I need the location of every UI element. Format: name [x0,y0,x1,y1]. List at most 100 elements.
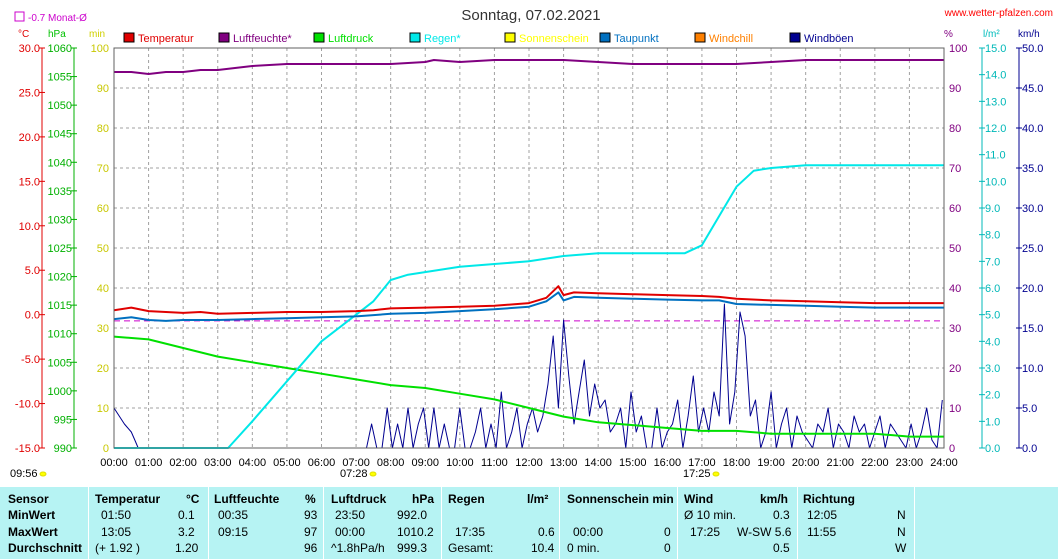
rain-axis-tick: 4.0 [985,336,1000,348]
time-top-left: 09:56 [10,468,38,480]
humidity-axis-tick: 60 [949,203,961,215]
pressure-axis-tick: 1020 [48,272,72,284]
pressure-axis-tick: 1025 [48,243,72,255]
x-tick-label: 10:00 [446,457,474,469]
legend-swatch [218,32,230,43]
temp-axis-tick: -5.0 [21,354,40,366]
pressure-axis-tick: 990 [54,443,72,455]
humidity-axis-tick: 20 [949,363,961,375]
row-label-min: MinWert [8,508,56,522]
humidity-axis-tick: 40 [949,283,961,295]
sunrise-marker-icon [369,471,377,477]
row-label-max: MaxWert [8,525,58,539]
humidity-axis-tick: 30 [949,323,961,335]
rain-axis-tick: 2.0 [985,390,1000,402]
weather-chart: Sonntag, 07.02.2021 www.wetter-pfalzen.c… [10,7,1053,480]
wind-axis-tick: 20.0 [1022,283,1043,295]
pressure-max-value: 1010.2 [397,525,434,539]
x-tick-label: 02:00 [169,457,197,469]
x-tick-label: 18:00 [723,457,751,469]
wind-max-value: W-SW 5.6 [737,525,792,539]
rain-total-label: Gesamt: [448,541,494,555]
plot-frame [113,47,945,449]
legend-swatch [599,32,611,43]
wind-axis-tick: 5.0 [1022,403,1037,415]
header-regen: Regen [448,492,485,506]
sunshine-axis-tick: 60 [97,203,109,215]
rain-axis-tick: 3.0 [985,363,1000,375]
pressure-axis-tick: 1000 [48,386,72,398]
temp-axis-tick: 30.0 [19,43,40,55]
temp-min-value: 0.1 [178,508,195,522]
rain-max-time: 17:35 [455,525,486,539]
direction-max-value: N [897,525,906,539]
pressure-axis-tick: 1040 [48,157,72,169]
header-luftfeuchte: Luftfeuchte [214,492,280,506]
chart-series [113,59,944,449]
series-line-regen [114,164,944,449]
rain-axis-tick: 14.0 [985,70,1006,82]
wind-axis-tick: 10.0 [1022,363,1043,375]
header-wind: Wind [684,492,714,506]
pressure-axis-tick: 995 [54,414,72,426]
wind-avg10-label: Ø 10 min. [684,508,737,522]
temp-axis-tick: -15.0 [15,443,40,455]
temp-axis-tick: 5.0 [25,265,40,277]
legend-swatch [313,32,325,43]
x-tick-label: 22:00 [861,457,889,469]
temp-axis-tick: -10.0 [15,399,40,411]
legend-label: Temperatur [138,33,194,45]
sunshine-total-value: 0 [664,541,671,555]
legend-label: Sonnenschein [519,33,589,45]
sunshine-axis-tick: 50 [97,243,109,255]
header-luftdruck: Luftdruck [331,492,387,506]
humidity-axis-tick: 70 [949,163,961,175]
humidity-axis-tick: 100 [949,43,967,55]
temp-min-time: 01:50 [101,508,132,522]
header-ld-unit: hPa [412,492,435,506]
humidity-axis-tick: 10 [949,403,961,415]
x-tick-label: 09:00 [411,457,439,469]
humidity-axis-tick: 80 [949,123,961,135]
x-tick-label: 08:00 [377,457,405,469]
temp-axis-tick: 15.0 [19,176,40,188]
direction-min-value: N [897,508,906,522]
legend-swatch [123,32,135,43]
wind-axis-tick: 30.0 [1022,203,1043,215]
wind-unit-label: km/h [1018,29,1040,40]
rain-axis-tick: 15.0 [985,43,1006,55]
temp-axis-tick: 25.0 [19,87,40,99]
humidity-axis-tick: 50 [949,243,961,255]
wind-axis-tick: 25.0 [1022,243,1043,255]
rain-axis-tick: 10.0 [985,176,1006,188]
monthly-mean-marker-icon [14,11,25,22]
col-divider [559,487,560,559]
site-link[interactable]: www.wetter-pfalzen.com [944,8,1053,19]
temp-unit-label: °C [18,29,29,40]
chart-axes: 00:00 01:00 02:00 03:00 04:00 05:00 06:00 07:00… [15,43,1044,469]
legend-label: Luftfeuchte* [233,33,292,45]
direction-avg-value: W [895,541,907,555]
wind-axis-tick: 0.0 [1022,443,1037,455]
wind-axis-tick: 40.0 [1022,123,1043,135]
humidity-axis-tick: 90 [949,83,961,95]
sunrise-time: 07:28 [340,468,368,480]
rain-axis-tick: 7.0 [985,256,1000,268]
temp-avg-value: 1.20 [175,541,199,555]
temp-max-value: 3.2 [178,525,195,539]
temp-avg-diff: (+ 1.92 ) [95,541,141,555]
chart-grid [113,47,945,449]
col-divider [441,487,442,559]
pressure-axis-tick: 1035 [48,186,72,198]
pressure-axis-tick: 1030 [48,214,72,226]
legend-swatch [504,32,516,43]
sunshine-unit-label: min [89,29,105,40]
x-tick-label: 21:00 [826,457,854,469]
x-tick-label: 05:00 [273,457,301,469]
legend-label: Regen* [424,33,461,45]
pressure-axis-tick: 1010 [48,329,72,341]
header-lf-unit: % [305,492,316,506]
sunshine-axis-tick: 100 [91,43,109,55]
series-line-luftfeuchte [114,59,944,75]
wind-avg10-value: 0.3 [773,508,790,522]
